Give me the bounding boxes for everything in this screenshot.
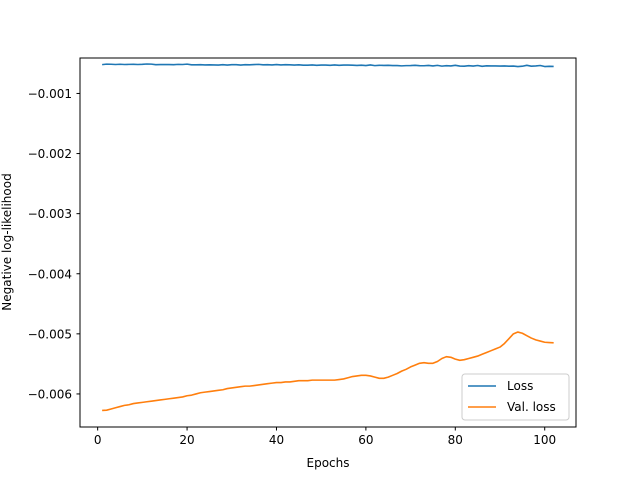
y-axis-label: Negative log-likelihood <box>0 173 14 310</box>
y-tick-label: −0.005 <box>28 327 72 341</box>
legend: Loss Val. loss <box>461 373 570 421</box>
x-tick-label: 80 <box>448 433 463 447</box>
plot-lines <box>102 63 554 412</box>
legend-label-loss: Loss <box>507 379 533 393</box>
y-tick-label: −0.002 <box>28 147 72 161</box>
y-tick-label: −0.001 <box>28 87 72 101</box>
x-axis-label: Epochs <box>307 456 350 470</box>
x-tick-label: 60 <box>358 433 373 447</box>
x-tick-label: 40 <box>269 433 284 447</box>
y-axis-ticks: −0.001 −0.002 −0.003 −0.004 −0.005 −0.006 <box>28 87 80 401</box>
x-axis-ticks: 0 20 40 60 80 100 <box>94 427 556 447</box>
series-line-loss <box>102 63 554 68</box>
series-line-val-loss <box>102 331 554 412</box>
x-tick-label: 20 <box>179 433 194 447</box>
y-tick-label: −0.004 <box>28 267 72 281</box>
x-tick-label: 100 <box>533 433 556 447</box>
legend-label-val-loss: Val. loss <box>507 400 556 414</box>
y-tick-label: −0.003 <box>28 207 72 221</box>
x-tick-label: 0 <box>94 433 102 447</box>
y-tick-label: −0.006 <box>28 387 72 401</box>
axes-frame <box>79 57 577 428</box>
